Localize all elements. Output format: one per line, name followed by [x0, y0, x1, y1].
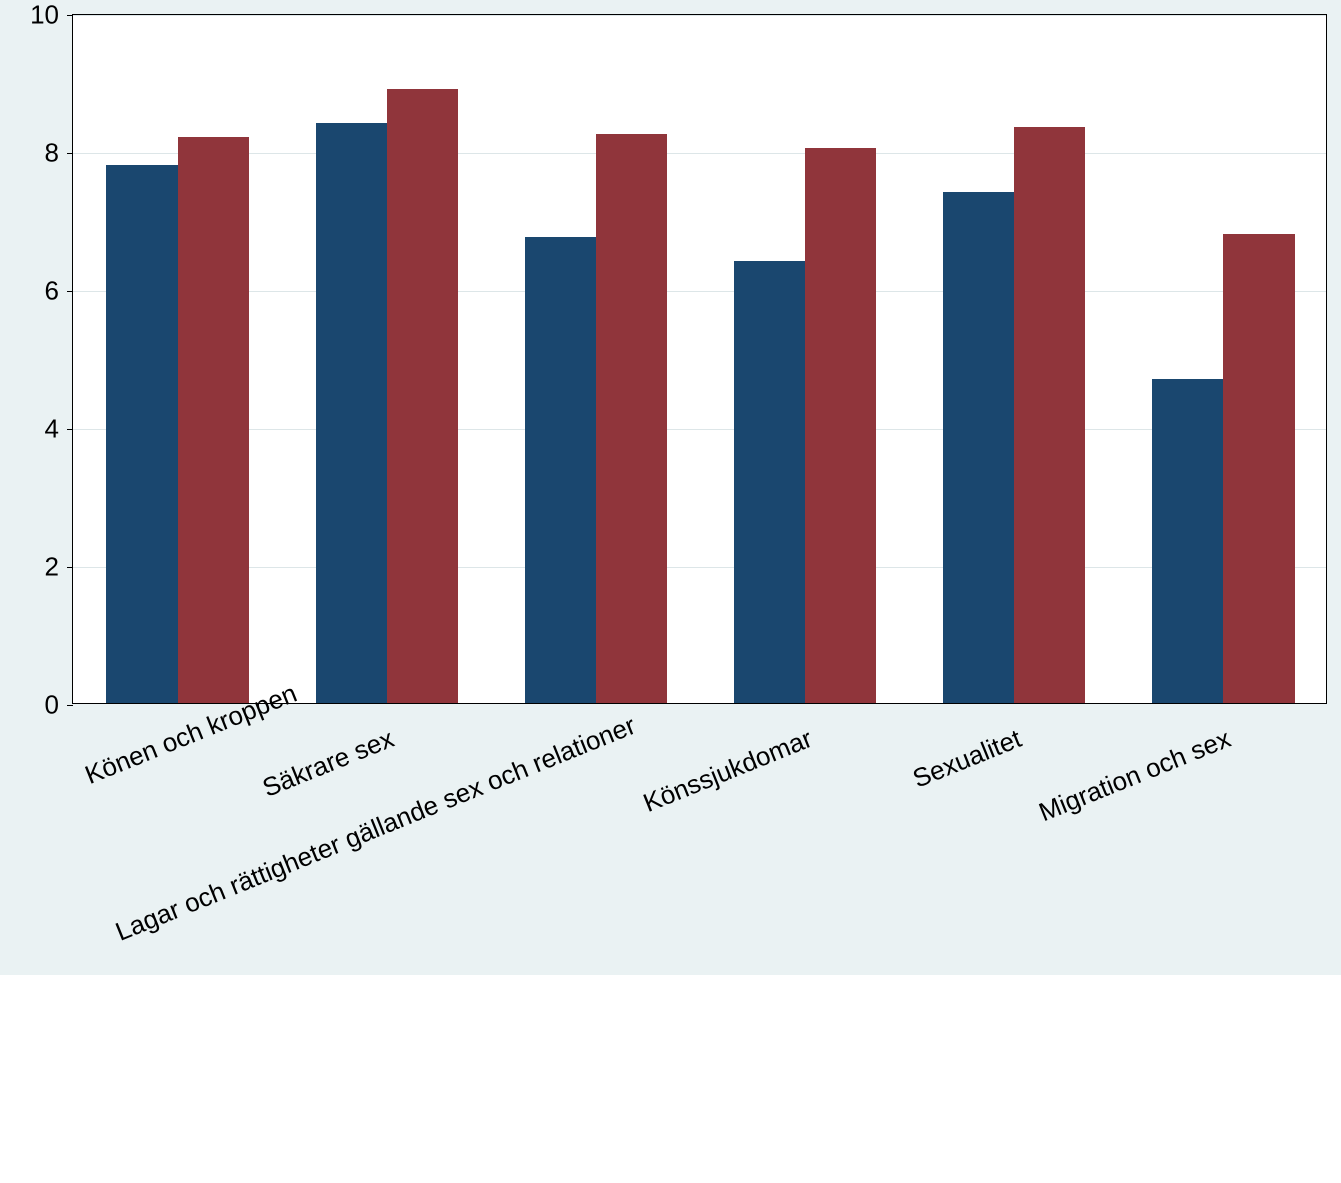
bar-series-b	[1223, 234, 1294, 703]
ytick-mark	[67, 567, 73, 568]
chart-page: 0246810Könen och kroppenSäkrare sexLagar…	[0, 0, 1341, 975]
ytick-label: 6	[9, 276, 59, 307]
ytick-label: 4	[9, 414, 59, 445]
bar-series-a	[734, 261, 805, 703]
gridline	[73, 15, 1326, 16]
gridline	[73, 153, 1326, 154]
gridline	[73, 291, 1326, 292]
ytick-label: 8	[9, 138, 59, 169]
ytick-mark	[67, 705, 73, 706]
bar-series-b	[805, 148, 876, 703]
bar-series-a	[316, 123, 387, 703]
gridline	[73, 567, 1326, 568]
ytick-mark	[67, 15, 73, 16]
ytick-mark	[67, 291, 73, 292]
ytick-label: 10	[9, 0, 59, 31]
ytick-mark	[67, 153, 73, 154]
bar-series-a	[1152, 379, 1223, 703]
bar-series-b	[387, 89, 458, 703]
bar-series-a	[525, 237, 596, 703]
ytick-label: 2	[9, 552, 59, 583]
ytick-label: 0	[9, 690, 59, 721]
plot-area: 0246810Könen och kroppenSäkrare sexLagar…	[72, 14, 1327, 704]
bar-series-a	[106, 165, 177, 703]
xtick-label: Könen och kroppen	[81, 723, 190, 791]
gridline	[73, 429, 1326, 430]
bar-series-b	[1014, 127, 1085, 703]
ytick-mark	[67, 429, 73, 430]
bar-series-b	[596, 134, 667, 703]
bar-series-b	[178, 137, 249, 703]
bar-series-a	[943, 192, 1014, 703]
